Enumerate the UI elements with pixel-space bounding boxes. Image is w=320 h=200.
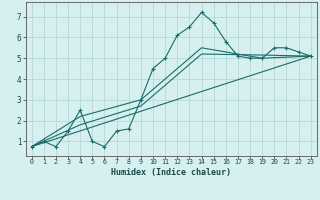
X-axis label: Humidex (Indice chaleur): Humidex (Indice chaleur) — [111, 168, 231, 177]
